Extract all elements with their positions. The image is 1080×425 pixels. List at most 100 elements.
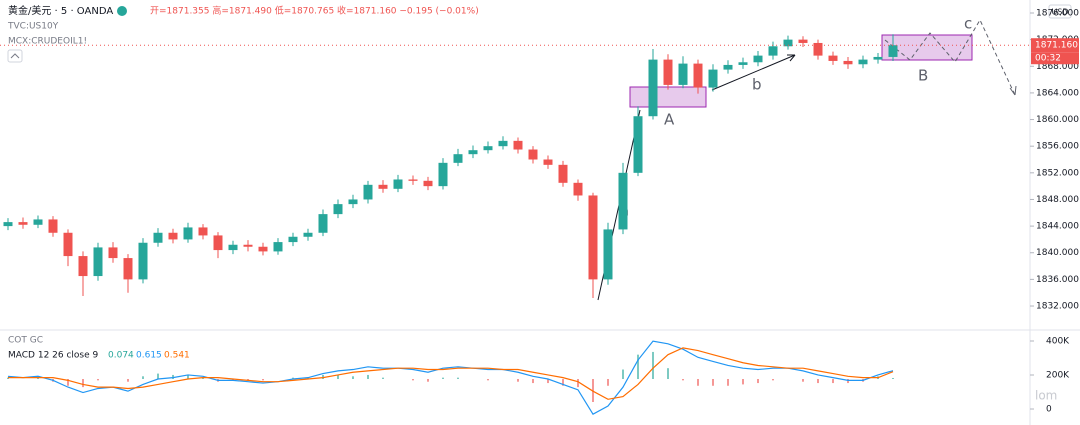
candle-body [678,63,688,85]
candle-body [738,62,748,65]
histogram-bar [652,351,654,379]
histogram-bar [37,377,39,379]
ohlc: 开=1871.355 高=1871.490 低=1870.765 收=1871.… [150,5,479,17]
candle-body [843,60,853,65]
indicator-value: 0.541 [164,351,190,361]
y-tick-label: 1868.000 [1036,62,1079,72]
candle-body [18,222,28,225]
indicator-value: 0.074 [108,351,134,361]
countdown-tag [1031,52,1079,65]
candle-body [78,256,88,277]
histogram-bar [757,379,759,384]
overlay-label: MCX:CRUDEOIL1! [8,37,87,47]
currency-box[interactable] [1048,4,1072,19]
projection [884,18,1016,96]
symbol: 黄金/美元 · 5 · OANDA [8,4,113,17]
candle-body [258,246,268,252]
candle-body [303,232,313,237]
histogram-bar [847,379,849,384]
candle-body [213,235,223,251]
zone-box [629,86,707,108]
histogram-bar [712,379,714,386]
candle-body [198,227,208,236]
candle-body [3,222,13,227]
candle-body [63,232,73,257]
candle-body [423,180,433,187]
histogram-bar [682,379,684,381]
candle-body [468,150,478,155]
histogram-bar [427,379,429,382]
y-tick-label: 1840.000 [1036,248,1079,258]
candle-body [363,184,373,200]
candle-body [123,258,133,280]
y-tick-label: 1852.000 [1036,168,1079,178]
histogram-bar [307,377,309,379]
histogram-bar [247,379,249,381]
candle-body [48,219,58,233]
indicator-name: MACD 12 26 close 9 [8,351,99,361]
indicator-line [8,347,894,400]
histogram-bar [142,376,144,379]
candle-body [138,242,148,280]
candle-body [723,64,733,70]
y-tick-label: 1860.000 [1036,115,1079,125]
candle-body [588,195,598,280]
histogram-bar [727,379,729,386]
arrow-head [1009,85,1017,96]
candle-body [93,247,103,277]
histogram-bar [547,379,549,384]
candle-body [828,55,838,61]
candle-body [333,204,343,215]
y-tick-label: 1832.000 [1036,302,1079,312]
currency: USD [1051,8,1068,17]
candle-body [513,140,523,150]
histogram-bar [97,379,99,381]
countdown: 00:32 [1035,54,1061,64]
histogram-bar [697,379,699,386]
wave-line [711,54,796,91]
candle-body [603,229,613,280]
y-tick-label: 1856.000 [1036,142,1079,152]
candle-body [768,46,778,56]
candle-body [663,59,673,85]
y-tick-label: 1876.000 [1036,8,1079,18]
annotation: A [664,111,675,129]
candle-body [153,232,163,243]
y-tick-label: 0 [1046,405,1052,415]
y-tick-label: 1844.000 [1036,222,1079,232]
collapse-icon [10,53,20,59]
histogram-bar [352,376,354,379]
candle-body [873,56,883,60]
histogram-bar [892,377,894,379]
annotation: b [752,76,762,94]
histogram-bar [622,369,624,379]
candle-body [648,59,658,117]
pane-title: COT GC [8,336,43,346]
price-tag [1031,38,1079,53]
candle-body [378,184,388,189]
histogram-bar [802,379,804,382]
price-tag-label: 1871.160 [1035,41,1078,51]
candle-body [498,140,508,147]
candle-body [228,244,238,251]
histogram-bar [742,379,744,385]
histogram-bar [292,377,294,379]
indicator-value: 0.615 [136,351,162,361]
candle-body [543,159,553,165]
candle-body [243,244,253,247]
collapse-button[interactable] [7,49,23,63]
histogram-bar [817,379,819,384]
histogram-bar [172,374,174,379]
candle-body [438,162,448,187]
histogram-bar [667,368,669,379]
candle-body [783,39,793,47]
histogram-bar [517,379,519,382]
histogram-bar [532,379,534,384]
candle-body [288,236,298,243]
status-dot [117,6,127,16]
annotation: B [918,67,928,85]
candle-body [708,69,718,88]
candle-body [168,232,178,240]
candle-body [453,154,463,163]
